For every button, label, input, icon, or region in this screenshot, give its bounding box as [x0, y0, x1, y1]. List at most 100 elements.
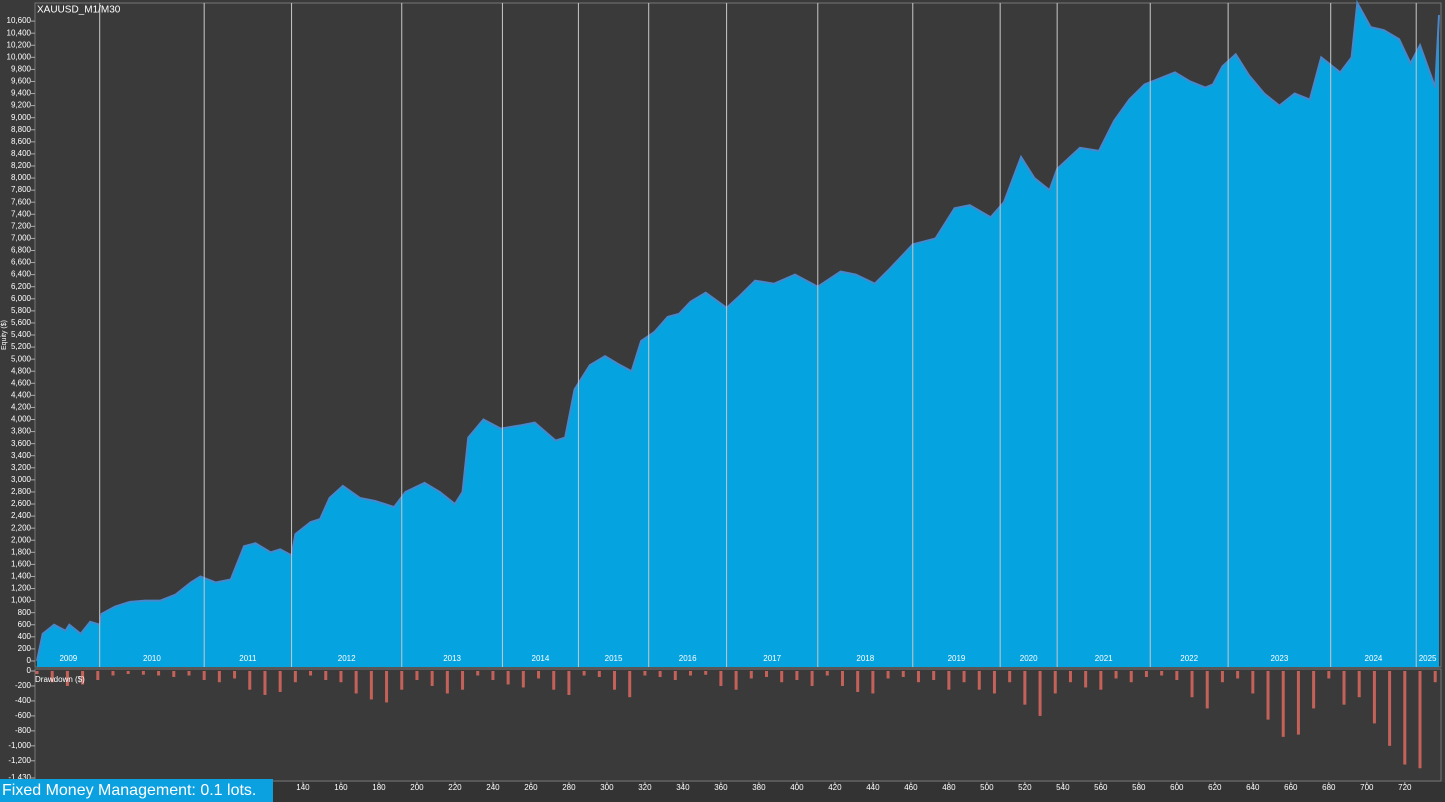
drawdown-bar [1388, 671, 1392, 746]
y-tick-label: 5,400 [11, 330, 32, 339]
x-axis-strip [0, 782, 1445, 802]
drawdown-bar [1175, 671, 1179, 680]
y-tick-label: 8,200 [11, 161, 32, 170]
y-tick-label: 5,600 [11, 318, 32, 327]
y-tick-label: 7,200 [11, 221, 32, 230]
year-label: 2023 [1271, 654, 1289, 663]
y-tick-label: 4,400 [11, 390, 32, 399]
drawdown-bar [1068, 671, 1072, 683]
drawdown-bar [233, 671, 237, 679]
equity-line [36, 0, 1440, 662]
drawdown-bar [1084, 671, 1088, 688]
y-tick-label: 10,200 [7, 40, 32, 49]
y-tick-label: 8,600 [11, 137, 32, 146]
y-tick-label: 600 [18, 620, 32, 629]
drawdown-bar [825, 671, 829, 676]
x-tick-label: 520 [1018, 783, 1032, 792]
y-tick-label: -1,430 [8, 773, 31, 782]
y-tick-label: 8,000 [11, 173, 32, 182]
y-tick-label: 4,800 [11, 366, 32, 375]
x-tick-label: 600 [1170, 783, 1184, 792]
y-tick-label: 400 [18, 632, 32, 641]
y-tick-label: -600 [15, 711, 32, 720]
y-tick-label: 3,200 [11, 463, 32, 472]
y-tick-label: 6,000 [11, 294, 32, 303]
drawdown-bar [932, 671, 936, 680]
y-tick-label: 1,400 [11, 572, 32, 581]
y-tick-label: -800 [15, 726, 32, 735]
drawdown-bar [764, 671, 768, 677]
y-tick-label: 6,200 [11, 282, 32, 291]
x-tick-label: 480 [942, 783, 956, 792]
drawdown-bar [977, 671, 981, 690]
y-tick-label: 6,600 [11, 258, 32, 267]
drawdown-bar [369, 671, 373, 700]
y-tick-label: 9,400 [11, 89, 32, 98]
y-tick-label: 0 [27, 656, 32, 665]
y-tick-label: 9,600 [11, 77, 32, 86]
y-tick-label: 6,800 [11, 246, 32, 255]
y-tick-label: 1,800 [11, 547, 32, 556]
drawdown-bar [643, 671, 647, 676]
y-tick-label: 800 [18, 608, 32, 617]
drawdown-bar [111, 671, 115, 676]
drawdown-bar [324, 671, 328, 680]
y-tick-label: 5,200 [11, 342, 32, 351]
x-tick-label: 700 [1360, 783, 1374, 792]
drawdown-bar [886, 671, 890, 679]
x-tick-label: 420 [828, 783, 842, 792]
y-tick-label: 5,000 [11, 354, 32, 363]
drawdown-bar [65, 671, 69, 686]
drawdown-bar [613, 671, 617, 690]
drawdown-bar [1023, 671, 1027, 705]
drawdown-bar [202, 671, 206, 680]
drawdown-bar [1129, 671, 1133, 683]
x-tick-label: 680 [1322, 783, 1336, 792]
x-tick-label: 160 [334, 783, 348, 792]
drawdown-bar [719, 671, 723, 686]
drawdown-bar [81, 671, 85, 685]
y-tick-label: 6,400 [11, 270, 32, 279]
drawdown-bar [1403, 671, 1407, 765]
y-tick-label: 8,800 [11, 125, 32, 134]
y-tick-label: 9,200 [11, 101, 32, 110]
drawdown-bar [871, 671, 875, 694]
drawdown-bar [461, 671, 465, 690]
drawdown-bar [506, 671, 510, 685]
year-label: 2019 [948, 654, 966, 663]
drawdown-bar [309, 671, 313, 676]
drawdown-bar [415, 671, 419, 680]
drawdown-bar [704, 671, 708, 675]
y-tick-label: 7,400 [11, 209, 32, 218]
x-tick-label: 720 [1398, 783, 1412, 792]
drawdown-bar [491, 671, 495, 680]
x-tick-label: 380 [752, 783, 766, 792]
x-tick-label: 280 [562, 783, 576, 792]
y-tick-label: 4,600 [11, 378, 32, 387]
y-tick-label: 2,000 [11, 535, 32, 544]
drawdown-bar [354, 671, 358, 694]
drawdown-bar [1160, 671, 1164, 676]
drawdown-bar [521, 671, 525, 688]
y-tick-label: 2,600 [11, 499, 32, 508]
year-label: 2020 [1020, 654, 1038, 663]
y-tick-label: -400 [15, 696, 32, 705]
drawdown-bar [1327, 671, 1331, 679]
drawdown-bar [673, 671, 677, 680]
x-tick-label: 220 [448, 783, 462, 792]
drawdown-bar [1220, 671, 1224, 683]
year-label: 2009 [59, 654, 77, 663]
drawdown-bar [1418, 671, 1422, 769]
drawdown-bar [689, 671, 693, 676]
drawdown-bar [1357, 671, 1361, 698]
y-tick-label: 7,600 [11, 197, 32, 206]
x-tick-label: 440 [866, 783, 880, 792]
year-label: 2017 [763, 654, 781, 663]
year-label: 2013 [443, 654, 461, 663]
y-tick-label: 10,000 [7, 52, 32, 61]
drawdown-bar [96, 671, 100, 680]
y-tick-label: 7,800 [11, 185, 32, 194]
y-tick-label: 3,400 [11, 451, 32, 460]
y-tick-label: 3,000 [11, 475, 32, 484]
x-tick-label: 260 [524, 783, 538, 792]
